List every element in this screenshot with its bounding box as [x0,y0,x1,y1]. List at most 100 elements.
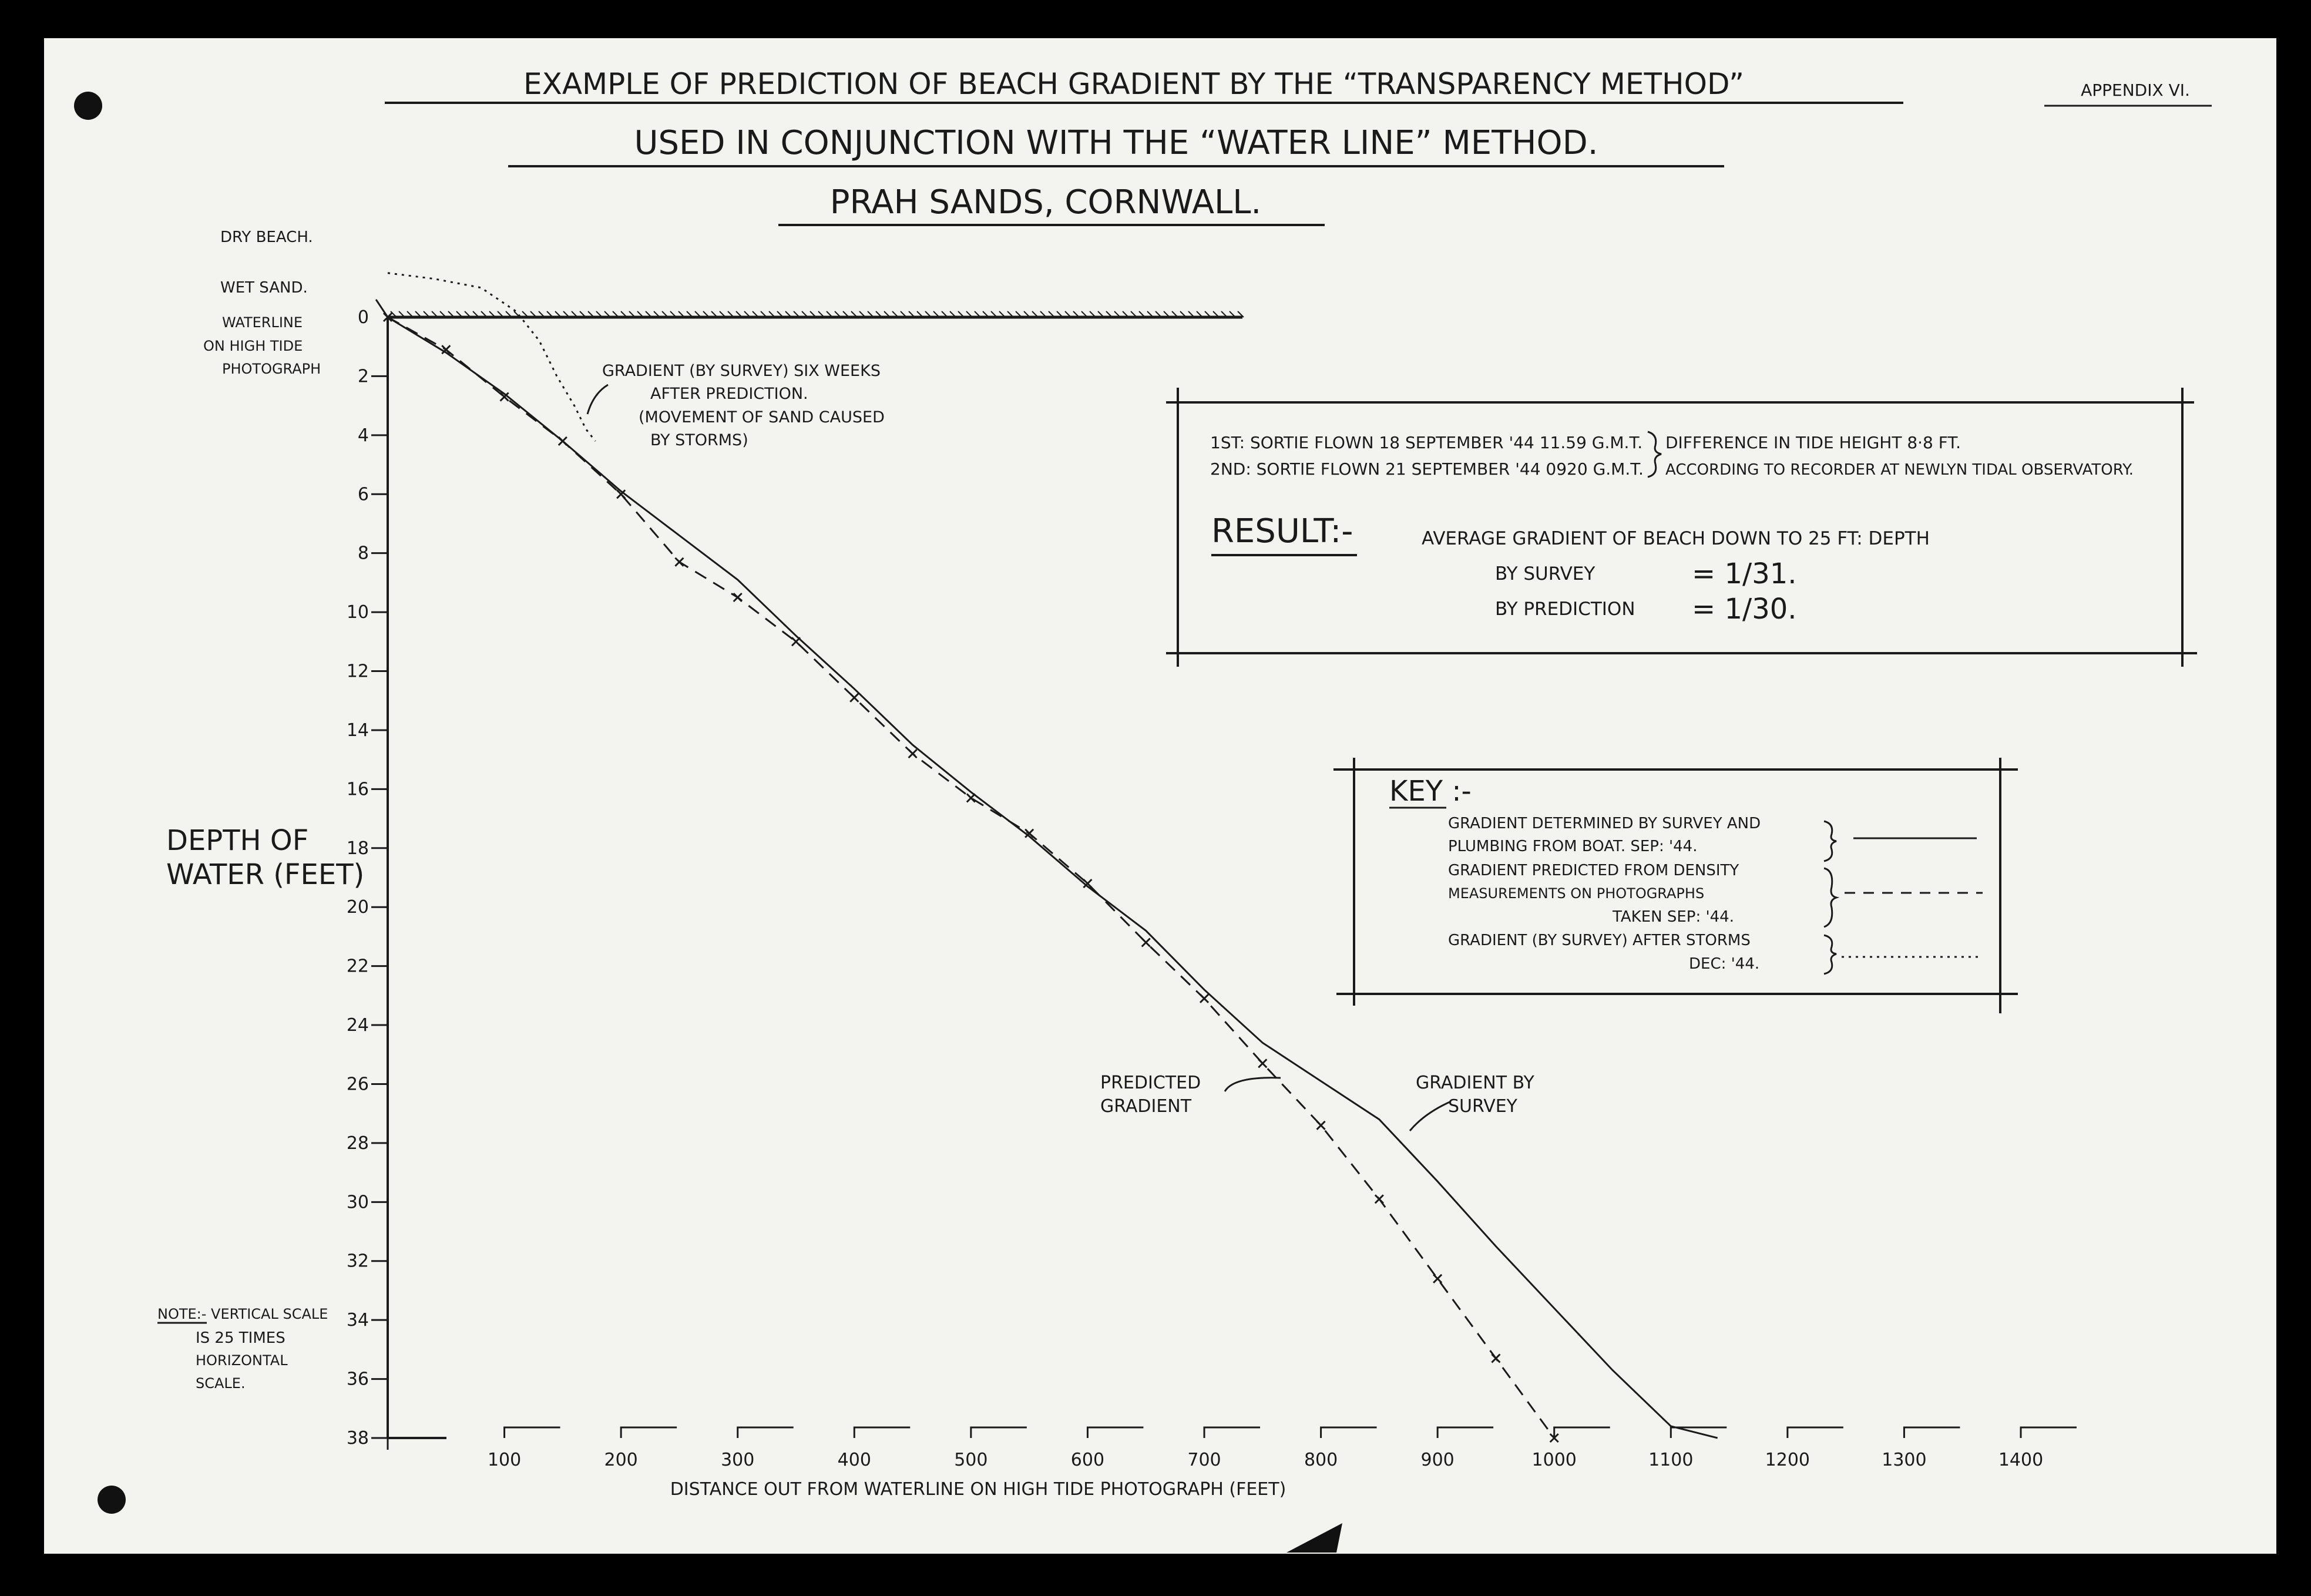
y-tick-label: 2 [358,366,369,387]
y-tick-label: 16 [347,779,369,799]
series-line-dashed [387,316,1555,1439]
x-tick-mark [620,1426,677,1438]
sortie-2: 2ND: SORTIE FLOWN 21 SEPTEMBER '44 0920 … [1210,459,1644,479]
x-tick-label: 400 [838,1450,871,1470]
y-tick-label: 0 [358,307,369,328]
key-box: KEY :- GRADIENT DETERMINED BY SURVEY AND… [1333,758,2018,1013]
predicted-point-marker [1199,993,1210,1003]
tide-recorder: ACCORDING TO RECORDER AT NEWLYN TIDAL OB… [1665,461,2134,479]
y-tick-mark [371,847,389,860]
x-axis-ticks: 100 200 300 400 500 600 700 800 900 1000 1100 1200 1… [488,1426,2077,1470]
x-tick-mark [1903,1426,1960,1438]
paper-sheet [44,38,2276,1554]
sortie-1: 1ST: SORTIE FLOWN 18 SEPTEMBER '44 11.59… [1210,433,1642,452]
note-line-3: HORIZONTAL [196,1352,288,1369]
x-tick-label: 600 [1071,1450,1104,1470]
predicted-point-marker [499,392,509,402]
y-tick-mark [371,670,389,683]
x-tick-mark [737,1426,794,1438]
y-tick-label: 20 [347,897,369,918]
paper-tear [1286,1523,1342,1553]
title-line-2: USED IN CONJUNCTION WITH THE “WATER LINE… [634,124,1598,162]
y-tick-mark [371,1260,389,1273]
y-tick-label: 8 [358,543,369,564]
y-tick-label: 32 [347,1251,369,1272]
x-tick-mark [1203,1426,1260,1438]
x-tick-mark [853,1426,911,1438]
x-tick-label: 900 [1421,1450,1455,1470]
note-line-1: NOTE:- VERTICAL SCALE [157,1306,328,1322]
sea-surface [388,311,1244,319]
y-axis-label-1: DEPTH OF [166,824,308,857]
x-tick-mark [970,1426,1027,1438]
key-predicted-2: MEASUREMENTS ON PHOTOGRAPHS [1448,885,1704,902]
storm-note-pointer [586,384,609,415]
x-tick-label: 200 [604,1450,638,1470]
predicted-point-marker [966,793,976,803]
x-tick-mark [1086,1426,1144,1438]
predicted-point-marker [1141,938,1151,947]
y-tick-label: 36 [347,1369,369,1390]
x-tick-label: 1100 [1648,1450,1693,1470]
result-label: RESULT:- [1211,512,1353,550]
x-tick-label: 1000 [1532,1450,1577,1470]
title-line-1: EXAMPLE OF PREDICTION OF BEACH GRADIENT … [523,67,1744,101]
predicted-point-marker [1316,1120,1326,1130]
by-survey-label: BY SURVEY [1495,563,1595,584]
info-box: 1ST: SORTIE FLOWN 18 SEPTEMBER '44 11.59… [1166,388,2197,667]
y-tick-label: 4 [358,425,369,446]
x-tick-mark [503,1426,560,1438]
x-tick-label: 300 [721,1450,754,1470]
key-storms-1: GRADIENT (BY SURVEY) AFTER STORMS [1448,932,1751,949]
y-tick-mark [371,552,389,565]
y-tick-mark [371,434,389,447]
survey-pointer [1409,1100,1452,1131]
y-tick-label: 26 [347,1074,369,1094]
key-predicted-3: TAKEN SEP: '44. [1612,908,1734,926]
y-tick-mark [371,729,389,742]
key-survey-2: PLUMBING FROM BOAT. SEP: '44. [1448,838,1698,855]
y-tick-label: 24 [347,1015,369,1036]
x-tick-mark [1553,1426,1610,1438]
x-tick-mark [2020,1426,2077,1438]
predicted-point-marker [1374,1194,1384,1204]
x-tick-label: 1300 [1882,1450,1926,1470]
key-title: KEY :- [1389,775,1472,808]
y-tick-mark [371,1319,389,1332]
tide-diff: DIFFERENCE IN TIDE HEIGHT 8·8 FT. [1665,433,1961,452]
storm-note-line-3: (MOVEMENT OF SAND CAUSED [639,408,885,426]
x-tick-mark [1320,1426,1377,1438]
y-axis-label-2: WATER (FEET) [166,858,364,891]
punch-hole-bottom [98,1486,126,1514]
y-tick-mark [371,788,389,801]
title-line-3: PRAH SANDS, CORNWALL. [830,183,1261,221]
storm-note-line-2: AFTER PREDICTION. [650,385,808,403]
x-tick-label: 1200 [1765,1450,1810,1470]
y-tick-mark [371,1201,389,1214]
predicted-point-marker [1025,828,1034,838]
x-tick-mark [1436,1426,1494,1438]
result-text: AVERAGE GRADIENT OF BEACH DOWN TO 25 FT:… [1422,528,1930,549]
x-tick-label: 1400 [1998,1450,2043,1470]
x-axis-label: DISTANCE OUT FROM WATERLINE ON HIGH TIDE… [670,1479,1286,1500]
storm-note-line-4: BY STORMS) [650,431,748,449]
by-survey-value: = 1/31. [1692,557,1797,590]
survey-label-1: GRADIENT BY [1416,1073,1535,1093]
y-tick-label: 12 [347,661,369,682]
y-tick-label: 10 [347,602,369,623]
predicted-point-marker [557,436,567,446]
y-tick-mark [371,965,389,978]
waterline-label-1: WATERLINE [222,314,303,331]
y-tick-mark [371,611,389,624]
dry-beach-label: DRY BEACH. [220,229,313,246]
predicted-label-2: GRADIENT [1100,1096,1192,1117]
x-tick-label: 500 [954,1450,987,1470]
series-line-dotted [387,272,596,442]
waterline-label-2: ON HIGH TIDE [203,338,303,354]
predicted-point-marker [1258,1059,1268,1069]
predicted-point-marker [1491,1353,1501,1363]
predicted-point-marker [733,592,743,603]
y-tick-label: 6 [358,484,369,505]
predicted-point-marker [1083,878,1093,889]
